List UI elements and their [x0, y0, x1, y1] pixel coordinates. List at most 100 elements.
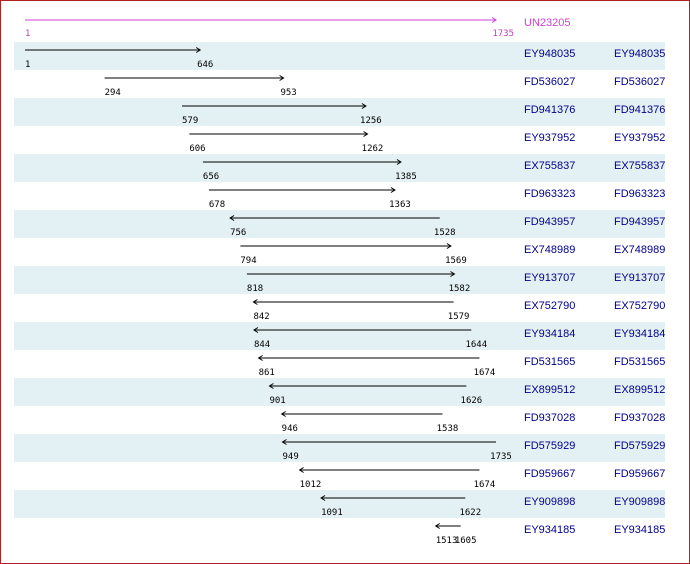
row-band: [14, 266, 665, 294]
accession-link[interactable]: EY934185: [524, 524, 575, 536]
alignment-start-label: 901: [269, 396, 285, 406]
accession-link[interactable]: FD536027: [524, 76, 575, 88]
accession-link[interactable]: EY934184: [524, 328, 575, 340]
alignment-arrow-arrowhead: [268, 383, 274, 389]
alignment-arrow-arrowhead: [390, 187, 396, 193]
alignment-end-label: 1363: [389, 200, 411, 210]
alignment-end-label: 1674: [474, 368, 496, 378]
alignment-arrow-arrowhead: [281, 439, 287, 445]
alignment-end-label: 1674: [474, 480, 496, 490]
alignment-start-label: 678: [209, 200, 225, 210]
reference-arrow-arrowhead: [491, 17, 497, 23]
accession-link-alt[interactable]: EY913707: [614, 272, 665, 284]
accession-link[interactable]: FD959667: [524, 468, 575, 480]
accession-link[interactable]: EY909898: [524, 496, 575, 508]
reference-id-label: UN23205: [524, 17, 570, 29]
accession-link-alt[interactable]: FD937028: [614, 412, 665, 424]
accession-link-alt[interactable]: EX899512: [614, 384, 665, 396]
accession-link[interactable]: EY937952: [524, 132, 575, 144]
alignment-end-label: 1256: [360, 116, 382, 126]
alignment-arrow-arrowhead: [229, 215, 235, 221]
accession-link-alt[interactable]: EY934184: [614, 328, 665, 340]
accession-link-alt[interactable]: FD531565: [614, 356, 665, 368]
accession-link[interactable]: FD531565: [524, 356, 575, 368]
alignment-start-label: 656: [203, 172, 219, 182]
alignment-arrow-arrowhead: [253, 327, 259, 333]
alignment-arrow-arrowhead: [298, 467, 304, 473]
accession-link[interactable]: FD943957: [524, 216, 575, 228]
alignment-end-label: 1528: [434, 228, 456, 238]
alignment-arrow-arrowhead: [195, 47, 202, 53]
accession-link-alt[interactable]: FD959667: [614, 468, 665, 480]
row-band: [14, 322, 665, 350]
alignment-end-label: 1644: [465, 340, 487, 350]
alignment-arrow-arrowhead: [257, 355, 263, 361]
accession-link-alt[interactable]: EY937952: [614, 132, 665, 144]
alignment-start-label: 946: [282, 424, 298, 434]
alignment-start-label: 844: [254, 340, 270, 350]
alignment-end-label: 1579: [448, 312, 470, 322]
accession-link-alt[interactable]: EX752790: [614, 300, 665, 312]
row-band: [14, 154, 665, 182]
alignment-start-label: 294: [105, 88, 121, 98]
alignment-start-label: 579: [182, 116, 198, 126]
accession-link[interactable]: EX899512: [524, 384, 575, 396]
alignment-start-label: 1012: [300, 480, 322, 490]
accession-link-alt[interactable]: FD941376: [614, 104, 665, 116]
accession-link[interactable]: FD575929: [524, 440, 575, 452]
accession-link-alt[interactable]: FD963323: [614, 188, 665, 200]
accession-link[interactable]: FD937028: [524, 412, 575, 424]
accession-link-alt[interactable]: EY934185: [614, 524, 665, 536]
accession-link[interactable]: EX755837: [524, 160, 575, 172]
alignment-arrow-arrowhead: [279, 75, 285, 81]
alignment-end-label: 953: [280, 88, 296, 98]
alignment-start-label: 861: [259, 368, 275, 378]
row-band: [14, 210, 665, 238]
alignment-arrow-arrowhead: [396, 159, 402, 165]
alignment-arrow-arrowhead: [252, 299, 258, 305]
alignment-end-label: 1582: [449, 284, 471, 294]
alignment-end-label: 1538: [437, 424, 459, 434]
alignment-end-label: 1385: [395, 172, 417, 182]
row-band: [14, 378, 665, 406]
row-band: [14, 98, 665, 126]
reference-start-label: 1: [25, 29, 30, 39]
alignment-end-label: 1569: [445, 256, 467, 266]
alignment-end-label: 1735: [490, 452, 512, 462]
alignment-end-label: 646: [197, 60, 213, 70]
alignment-start-label: 949: [283, 452, 299, 462]
alignment-arrow-arrowhead: [280, 411, 286, 417]
alignment-arrow-arrowhead: [446, 243, 452, 249]
reference-end-label: 1735: [492, 29, 514, 39]
accession-link[interactable]: FD941376: [524, 104, 575, 116]
accession-link[interactable]: EY913707: [524, 272, 575, 284]
alignment-start-label: 1513: [436, 536, 458, 546]
accession-link-alt[interactable]: EX748989: [614, 244, 665, 256]
alignment-end-label: 1622: [459, 508, 481, 518]
alignment-end-label: 1262: [362, 144, 384, 154]
accession-link-alt[interactable]: FD536027: [614, 76, 665, 88]
alignment-start-label: 606: [189, 144, 205, 154]
alignment-arrow-arrowhead: [434, 523, 440, 529]
alignment-end-label: 1626: [461, 396, 483, 406]
accession-link[interactable]: EX748989: [524, 244, 575, 256]
alignment-arrow-arrowhead: [320, 495, 326, 501]
alignment-start-label: 818: [247, 284, 263, 294]
row-band: [14, 42, 665, 70]
accession-link-alt[interactable]: EX755837: [614, 160, 665, 172]
alignment-start-label: 794: [240, 256, 256, 266]
alignment-arrow-arrowhead: [363, 131, 369, 137]
accession-link-alt[interactable]: FD943957: [614, 216, 665, 228]
alignment-end-label: 1605: [455, 536, 477, 546]
alignment-start-label: 756: [230, 228, 246, 238]
alignment-arrow-arrowhead: [450, 271, 456, 277]
row-band: [14, 434, 665, 462]
accession-link[interactable]: EY948035: [524, 48, 575, 60]
accession-link[interactable]: FD963323: [524, 188, 575, 200]
accession-link[interactable]: EX752790: [524, 300, 575, 312]
accession-link-alt[interactable]: FD575929: [614, 440, 665, 452]
accession-link-alt[interactable]: EY948035: [614, 48, 665, 60]
alignment-start-label: 1091: [321, 508, 343, 518]
accession-link-alt[interactable]: EY909898: [614, 496, 665, 508]
